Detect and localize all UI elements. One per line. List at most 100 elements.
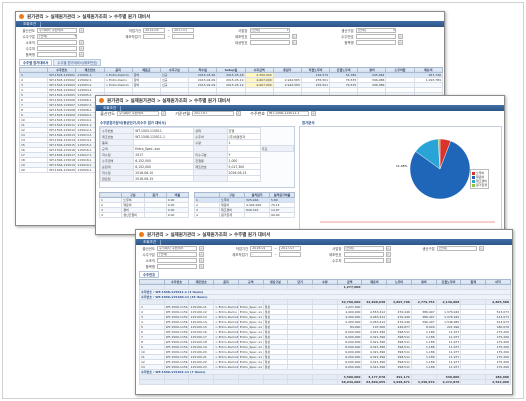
filter-input[interactable] — [37, 52, 77, 57]
filter-input[interactable] — [157, 258, 197, 263]
period-start-input[interactable]: 2015-03 — [143, 28, 166, 33]
form-value[interactable]: 2016-06-15 — [133, 175, 195, 182]
popup-search-icon[interactable]: ⌕ — [291, 40, 297, 45]
filter-label: 소조직 — [145, 259, 155, 263]
popup-search-icon[interactable]: ⌕ — [397, 34, 403, 39]
subtotal-row[interactable]: 32,700,000 42,898,038 4,807,706 2,779,754 2,… — [139, 299, 511, 305]
grid-cell: WT-1509-115100-11 — [163, 364, 190, 370]
popup-search-icon[interactable]: ⌕ — [385, 246, 391, 251]
filter-label: 소조직 — [25, 41, 35, 45]
filter-input[interactable] — [343, 252, 384, 257]
period-end-input[interactable]: - — [172, 34, 195, 39]
filter-input[interactable]: 주식회사 우원테크 — [157, 246, 197, 251]
filter-label: 기준년월 — [175, 110, 190, 116]
table-row[interactable]: 4 WT-1503-115004 115004-1 — [18, 87, 444, 93]
table-row[interactable]: 4 생산간접비 0.00 — [98, 212, 190, 218]
table-row[interactable]: 6WT-1509-115100-11115100-16> Entro-Demo4… — [139, 329, 511, 335]
filter-input[interactable] — [355, 34, 396, 39]
result-subtabs: 수주별 원가대비서 수주별 원가대비서(제조번호) — [16, 58, 444, 67]
period-end-input[interactable]: 2017-07 — [279, 246, 302, 251]
legend-label: 제조경비 — [476, 179, 488, 183]
table-row[interactable]: 1 노무비 0.00 — [98, 197, 190, 203]
filter-input[interactable]: WT-1508-115011-1 — [267, 111, 309, 116]
filter-field: 출산년도 주식회사 우원테크 ⌕ — [19, 28, 122, 33]
popup-search-icon[interactable]: ⌕ — [236, 111, 241, 116]
grid-cell: > Entro-Demo9 — [213, 354, 239, 360]
filter-input[interactable] — [355, 40, 396, 45]
grid-cell: > Entro-Demo1 — [103, 72, 133, 78]
popup-search-icon[interactable]: ⌕ — [311, 111, 316, 116]
tab-search-condition[interactable]: 조회조건 — [19, 21, 42, 27]
legend-entry: 제조경비 — [472, 179, 487, 183]
cost-comparison-window-1: 원가관리 > 실제원가관리 > 실제원가조회 > 수주별 원가 대비서 조회조건… — [15, 11, 445, 226]
grid-cell: 원가합계 — [219, 212, 245, 218]
form-row: 완료일 2016-06-15 — [99, 175, 294, 182]
popup-search-icon[interactable]: ⌕ — [397, 40, 403, 45]
grid-cell: 2,522,000 — [485, 379, 511, 385]
subtab-order-number[interactable]: 수주번호 — [139, 271, 160, 278]
subtab-0[interactable]: 수주별 원가대비서 — [19, 59, 53, 66]
period-start-input[interactable]: 2016-01 — [250, 246, 273, 251]
table-row[interactable]: 3 경비 0.00 — [98, 207, 190, 213]
popup-search-icon[interactable]: ⌕ — [79, 40, 84, 45]
filter-select[interactable]: (전체) — [249, 28, 290, 33]
popup-search-icon[interactable]: ⌕ — [79, 46, 84, 51]
period-start-input[interactable]: - — [250, 252, 273, 257]
table-row[interactable]: 3WT-1509-115100-11115100-13> Entro-Demo2… — [139, 314, 511, 320]
filter-input[interactable] — [37, 46, 77, 51]
grid-cell — [143, 212, 167, 218]
popup-search-icon[interactable]: ⌕ — [79, 28, 84, 33]
filter-input[interactable]: 2017-07 — [192, 111, 234, 116]
filter-field: 수주처 ⌕ — [326, 258, 416, 263]
filter-label: 출산년도 — [142, 247, 155, 251]
filter-input[interactable] — [249, 34, 290, 39]
form-value[interactable] — [226, 175, 261, 182]
filter-input[interactable]: (전체) — [343, 246, 384, 251]
pie-slice-1[interactable] — [409, 140, 471, 200]
popup-search-icon[interactable]: ⌕ — [385, 258, 391, 263]
filter-label: 생산구분 — [422, 247, 435, 251]
period-end-input[interactable]: - — [279, 252, 302, 257]
table-row[interactable]: 4 원가합계 99.00 — [194, 212, 295, 218]
grid-cell: WT-1504-115016 — [47, 147, 77, 153]
popup-search-icon[interactable]: ⌕ — [385, 252, 391, 257]
filter-input[interactable]: (전체) — [157, 252, 197, 257]
filter-input[interactable] — [157, 264, 197, 269]
table-row[interactable]: 1 WT-1503-115001 115001-1 > Entro-Demo1 장비 신규… — [18, 72, 444, 78]
filter-input[interactable] — [249, 40, 290, 45]
popup-search-icon[interactable]: ⌕ — [199, 246, 204, 251]
grid-cell: > Entro-Demo11 — [213, 364, 239, 370]
grid-cell: WT-1509-115100-11 — [163, 349, 190, 355]
filter-input[interactable]: (전체) — [436, 246, 477, 251]
period-start-input[interactable]: - — [143, 34, 166, 39]
popup-search-icon[interactable]: ⌕ — [199, 264, 204, 269]
grand-total-row[interactable]: 58,949,000 63,899,955 4,996,871 4,440,979 2,… — [139, 379, 511, 385]
period-end-input[interactable]: 2017-07 — [172, 28, 195, 33]
filter-input[interactable]: 주식회사 우원테크 — [37, 28, 77, 33]
filter-input[interactable]: 주식회사 우원테크 — [117, 111, 159, 116]
filter-field — [232, 52, 335, 57]
filter-input[interactable] — [37, 40, 77, 45]
filter-input[interactable] — [343, 258, 384, 263]
table-row[interactable]: 3 WT-1503-115003 115003-1 > Entro-Demo1 장비 신규… — [18, 82, 444, 88]
table-row[interactable]: 9WT-1509-115100-11115100-19> Entro-Demo7… — [139, 344, 511, 350]
filter-label: 품목명 — [145, 265, 155, 269]
popup-search-icon[interactable]: ⌕ — [478, 246, 484, 251]
tab-search-condition[interactable]: 조회조건 — [99, 105, 122, 111]
filter-select[interactable]: (전체) — [355, 28, 396, 33]
popup-search-icon[interactable]: ⌕ — [199, 252, 204, 257]
subtab-1[interactable]: 수주별 원가대비서(제조번호) — [53, 59, 102, 66]
filter-select[interactable]: (전체) — [37, 34, 77, 39]
table-row[interactable]: 2 WT-1503-115002 115002-1 > Entro-Demo 장비 신규 2… — [18, 77, 444, 83]
popup-search-icon[interactable]: ⌕ — [199, 258, 204, 263]
pie-slice-3[interactable] — [437, 138, 441, 170]
tab-search-condition[interactable]: 조회조건 — [139, 239, 162, 245]
table-row[interactable]: 2 재료비 4,444,990 79.14 — [194, 202, 295, 208]
popup-search-icon[interactable]: ⌕ — [161, 111, 166, 116]
range-separator: ~ — [167, 34, 171, 39]
grid-cell: WT-1503-115006 — [47, 97, 77, 103]
popup-search-icon[interactable]: ⌕ — [79, 52, 84, 57]
popup-search-icon[interactable]: ⌕ — [291, 34, 297, 39]
